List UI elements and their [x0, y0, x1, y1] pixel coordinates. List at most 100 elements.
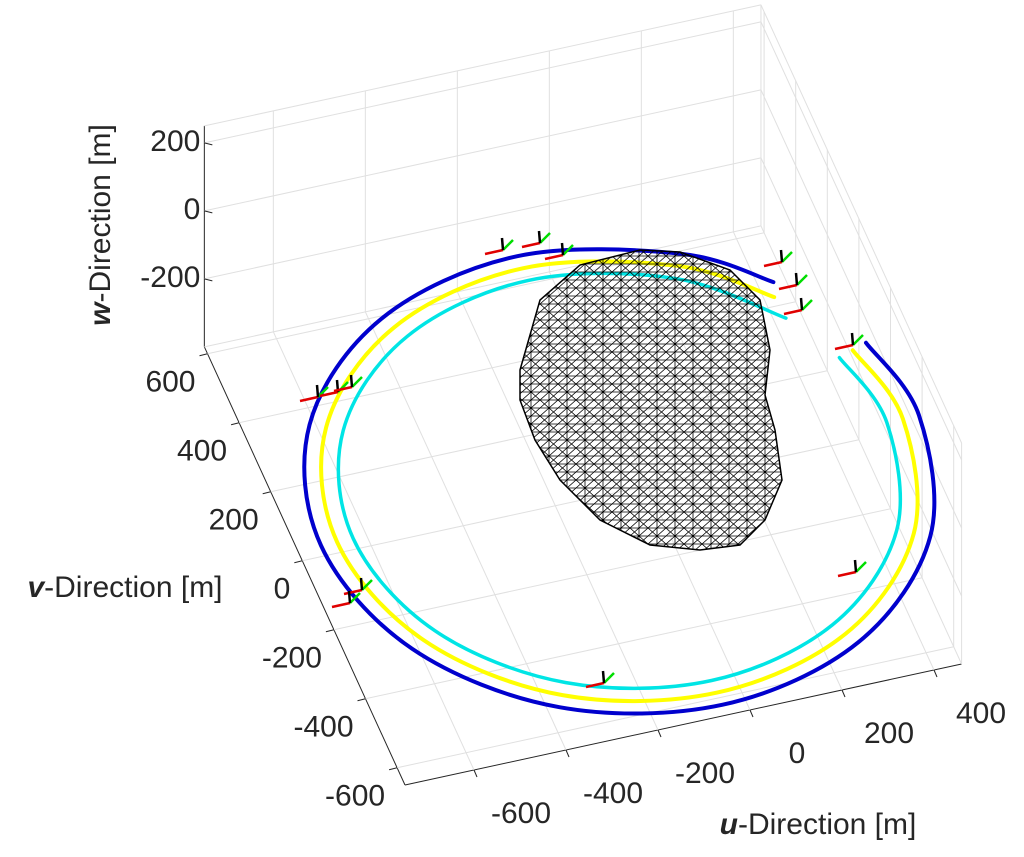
box-edge: [204, 4, 762, 127]
grid-line: [396, 646, 954, 769]
triad-z: [500, 237, 505, 251]
x-tick-label: 200: [864, 717, 914, 750]
triad-y: [781, 251, 793, 263]
asteroid-mesh: [519, 249, 783, 551]
x-tick-label: -200: [675, 757, 735, 790]
triad-x: [484, 248, 504, 256]
tick-mark: [204, 278, 213, 282]
grid-line: [760, 157, 963, 597]
z-axis-title: w-Direction [m]: [84, 124, 117, 326]
z-tick-label: 0: [184, 193, 201, 226]
x-tick-label: 0: [789, 737, 806, 770]
triad-z: [779, 249, 784, 263]
triad-z: [794, 272, 799, 286]
grid-line: [204, 21, 762, 144]
grid-line: [760, 21, 963, 461]
orbits: [302, 247, 937, 716]
y-tick-label: 600: [145, 366, 195, 399]
tick-mark: [657, 729, 662, 738]
box-edge: [760, 225, 963, 665]
triad-y: [603, 672, 615, 684]
tick-mark: [357, 698, 366, 702]
labels: u-Direction [m] v-Direction [m] w-Direct…: [27, 124, 1006, 841]
triad-x: [319, 390, 339, 398]
grid-line: [204, 89, 762, 212]
triad-y: [855, 561, 867, 573]
triad-x: [521, 241, 541, 249]
triad-y: [801, 299, 813, 311]
triad-y: [852, 334, 864, 346]
orbit-line: [302, 247, 937, 716]
tick-mark: [204, 142, 213, 146]
triad-z: [359, 577, 364, 591]
triad-z: [537, 230, 542, 244]
triad-z: [601, 670, 606, 684]
triad-x: [783, 308, 803, 316]
grid-line: [456, 291, 659, 731]
tick-mark: [841, 689, 846, 698]
tick-mark: [294, 560, 303, 564]
triad-y: [349, 592, 361, 604]
tick-mark: [933, 669, 938, 678]
triad-z: [315, 384, 320, 398]
y-axis-line: [203, 346, 406, 786]
tick-mark: [749, 709, 754, 718]
triad-z: [850, 332, 855, 346]
y-tick-label: 0: [274, 573, 291, 606]
triad-y: [562, 244, 574, 256]
grid-line: [272, 331, 475, 771]
grid-line: [204, 157, 762, 280]
triad-z: [347, 590, 352, 604]
triad-x: [763, 260, 783, 268]
triad-y: [351, 376, 363, 388]
tick-mark: [199, 353, 208, 357]
triad-z: [853, 559, 858, 573]
z-tick-label: -200: [140, 261, 200, 294]
tick-mark: [262, 491, 271, 495]
orbit-line: [319, 259, 920, 704]
tick-mark: [473, 769, 478, 778]
y-tick-label: -600: [325, 780, 385, 813]
triad-x: [343, 588, 363, 596]
triad-y: [796, 274, 808, 286]
y-tick-label: -400: [293, 711, 353, 744]
triad-x: [834, 343, 854, 351]
triad-x: [544, 253, 564, 261]
y-tick-label: -200: [262, 642, 322, 675]
box-edge: [760, 4, 963, 444]
y-axis-title: v-Direction [m]: [27, 571, 222, 604]
grid-line: [365, 577, 923, 700]
grid-line: [364, 311, 567, 751]
x-axis-title: u-Direction [m]: [720, 808, 917, 841]
tick-mark: [325, 629, 335, 633]
triad-z: [799, 297, 804, 311]
tick-mark: [230, 422, 240, 426]
triad-z: [349, 374, 354, 388]
orbit-line: [336, 271, 903, 691]
triad-y: [502, 239, 514, 251]
tick-mark: [204, 210, 213, 214]
y-tick-label: 400: [177, 435, 227, 468]
y-tick-label: 200: [209, 504, 259, 537]
triad-x: [778, 283, 798, 291]
x-tick-label: -600: [491, 797, 551, 830]
triad-y: [317, 386, 329, 398]
triad-x: [299, 395, 319, 403]
z-tick-label: 200: [150, 125, 200, 158]
triad-y: [539, 232, 551, 244]
triad-y: [361, 579, 373, 591]
box-edge: [204, 225, 762, 348]
triad-x: [333, 385, 353, 393]
tick-mark: [565, 749, 570, 758]
triad-x: [837, 570, 857, 578]
attitude-markers: [299, 230, 867, 689]
tick-mark: [388, 767, 398, 771]
triad-x: [585, 681, 605, 689]
triad-x: [331, 601, 351, 609]
x-axis-line: [404, 663, 962, 786]
x-tick-label: 400: [956, 697, 1006, 730]
x-tick-label: -400: [583, 777, 643, 810]
grid-line: [333, 508, 891, 631]
